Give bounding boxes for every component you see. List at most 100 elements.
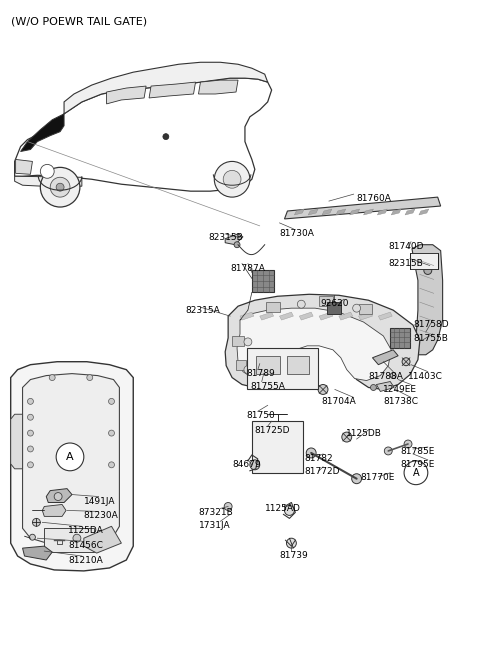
Text: 81789: 81789 [246,369,275,378]
Circle shape [371,384,376,390]
Polygon shape [294,209,304,215]
Text: 92620: 92620 [320,299,348,309]
Circle shape [56,443,84,471]
Text: 81760A: 81760A [357,194,392,203]
Circle shape [297,300,305,308]
Text: 81787A: 81787A [230,263,265,272]
Circle shape [384,447,392,455]
Text: 1125DA: 1125DA [68,527,104,535]
Polygon shape [260,312,274,320]
Polygon shape [237,308,391,381]
Bar [390,328,410,348]
Circle shape [424,267,432,274]
Bar [252,421,303,473]
Circle shape [285,506,294,515]
Polygon shape [378,312,392,320]
Circle shape [40,164,54,178]
Circle shape [244,365,252,373]
Polygon shape [377,209,387,215]
Circle shape [234,242,240,248]
Polygon shape [84,527,121,553]
Polygon shape [21,114,64,151]
Circle shape [108,398,114,404]
Polygon shape [336,209,346,215]
Text: 81755A: 81755A [251,382,286,390]
Text: 81730A: 81730A [279,229,314,238]
Circle shape [87,375,93,381]
Polygon shape [391,209,401,215]
Polygon shape [11,362,133,571]
Polygon shape [412,245,443,355]
Circle shape [108,462,114,468]
Circle shape [244,338,252,346]
Bar [252,271,274,292]
Polygon shape [300,312,313,320]
Polygon shape [319,312,333,320]
Text: 81704A: 81704A [321,398,356,406]
Bar [359,304,372,314]
Polygon shape [225,294,420,390]
Text: 81788A: 81788A [369,371,403,381]
Bar [266,302,279,312]
Circle shape [390,373,396,379]
Circle shape [250,460,260,470]
Polygon shape [225,234,243,245]
Text: 82315B: 82315B [208,233,243,242]
Polygon shape [23,546,52,560]
Circle shape [50,178,70,197]
Polygon shape [376,382,394,392]
Circle shape [54,493,62,500]
Text: 82315A: 82315A [186,306,220,315]
Polygon shape [14,78,272,191]
Polygon shape [359,312,372,320]
Text: A: A [413,468,419,477]
Circle shape [163,134,169,140]
Polygon shape [16,159,33,174]
Text: 1731JA: 1731JA [199,521,230,531]
Polygon shape [23,373,120,546]
Polygon shape [419,209,429,215]
Bar [319,296,333,306]
Text: 81782: 81782 [304,454,333,463]
Polygon shape [322,209,332,215]
Bar [288,356,309,373]
Circle shape [27,430,34,436]
Polygon shape [46,489,72,502]
Text: 81739: 81739 [279,551,308,560]
Bar [327,302,341,314]
Text: 1125DB: 1125DB [346,429,382,438]
Text: A: A [66,452,74,462]
Text: 81795E: 81795E [400,460,434,469]
Circle shape [29,534,36,540]
Bar [247,348,318,390]
Circle shape [108,430,114,436]
Circle shape [404,440,412,448]
Circle shape [27,414,34,421]
Text: 81772D: 81772D [304,467,340,476]
Text: 81210A: 81210A [68,556,103,565]
Polygon shape [363,209,373,215]
Text: 82315B: 82315B [388,259,423,268]
Text: 81725D: 81725D [255,426,290,435]
Text: 81456C: 81456C [68,541,103,550]
Text: 1125AD: 1125AD [264,504,300,514]
Polygon shape [308,209,318,215]
Polygon shape [240,312,254,320]
Text: 81758D: 81758D [413,320,449,329]
Circle shape [223,170,241,188]
Circle shape [287,538,296,548]
Text: 81785E: 81785E [400,447,434,456]
Circle shape [49,375,55,381]
Circle shape [40,168,80,207]
Circle shape [214,161,250,197]
Circle shape [353,304,360,312]
Text: 81740D: 81740D [388,242,424,251]
Polygon shape [339,312,353,320]
Bar [44,529,94,552]
Circle shape [73,534,81,542]
Text: 81755B: 81755B [413,334,448,343]
Polygon shape [279,312,293,320]
Polygon shape [64,62,268,114]
Text: 84679: 84679 [232,460,261,469]
Polygon shape [14,176,82,186]
